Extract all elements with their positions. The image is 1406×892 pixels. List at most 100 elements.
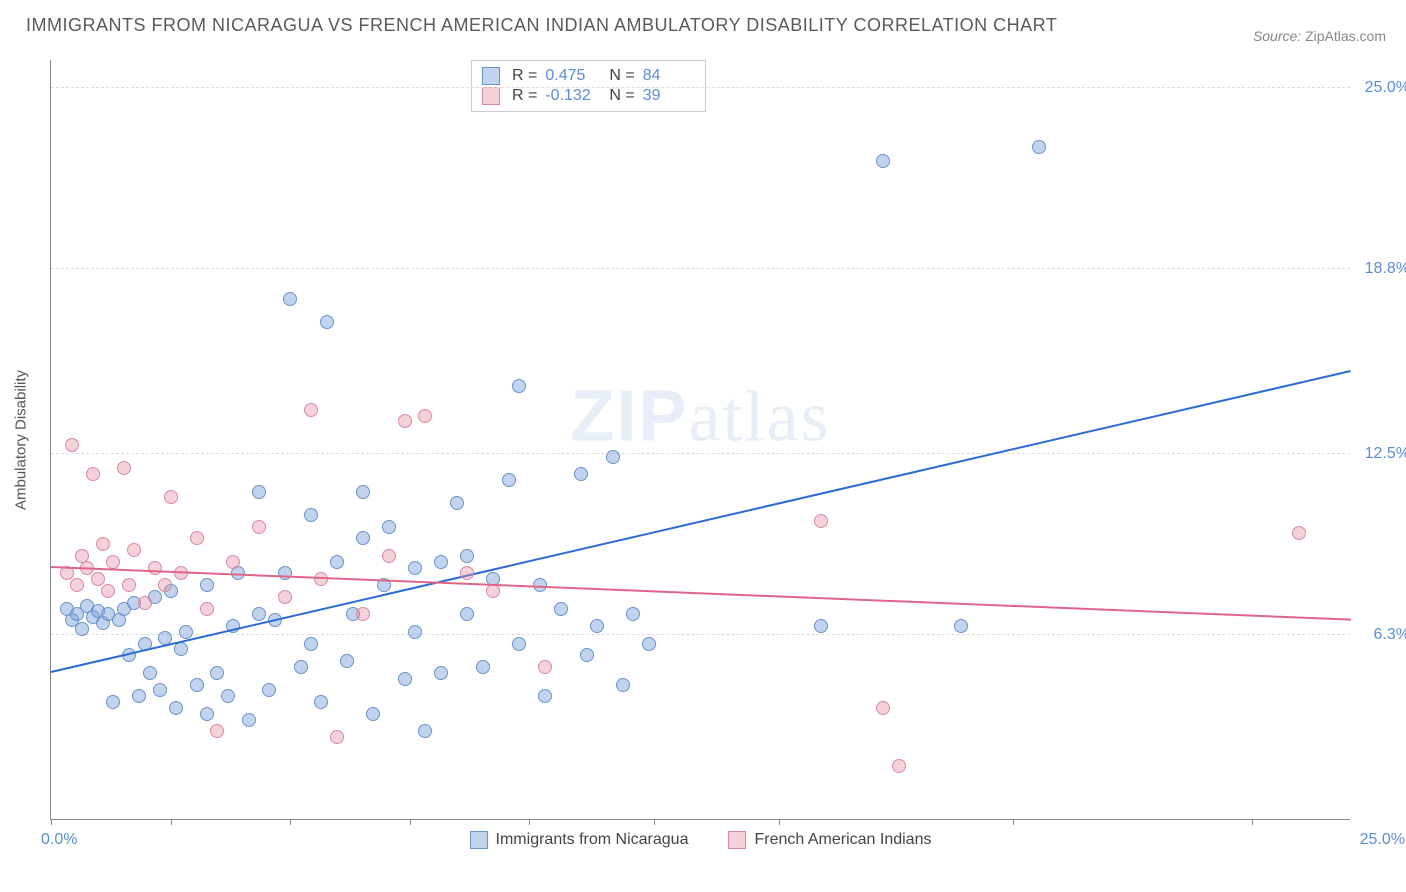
gridline: [51, 634, 1350, 635]
scatter-point: [382, 520, 396, 534]
scatter-point: [398, 672, 412, 686]
scatter-point: [502, 473, 516, 487]
chart-title: IMMIGRANTS FROM NICARAGUA VS FRENCH AMER…: [26, 15, 1057, 36]
scatter-point: [164, 490, 178, 504]
scatter-point: [356, 531, 370, 545]
scatter-point: [642, 637, 656, 651]
scatter-point: [190, 678, 204, 692]
scatter-point: [210, 666, 224, 680]
scatter-point: [174, 642, 188, 656]
stat-r-value-1: 0.475: [545, 67, 597, 85]
scatter-point: [283, 292, 297, 306]
scatter-point: [606, 450, 620, 464]
scatter-point: [200, 578, 214, 592]
correlation-stats-box: R = 0.475 N = 84 R = -0.132 N = 39: [471, 60, 706, 112]
scatter-point: [179, 625, 193, 639]
scatter-point: [278, 566, 292, 580]
scatter-point: [814, 619, 828, 633]
scatter-point: [304, 508, 318, 522]
scatter-point: [138, 596, 152, 610]
stats-row-series1: R = 0.475 N = 84: [482, 67, 695, 85]
source-value: ZipAtlas.com: [1305, 28, 1386, 44]
scatter-point: [398, 414, 412, 428]
scatter-point: [512, 637, 526, 651]
y-tick-label: 25.0%: [1355, 79, 1406, 97]
scatter-point: [226, 555, 240, 569]
trend-line: [51, 566, 1351, 621]
scatter-point: [356, 485, 370, 499]
stat-n-label: N =: [609, 87, 634, 105]
source-label: Source:: [1253, 28, 1301, 44]
scatter-point: [91, 572, 105, 586]
scatter-point: [132, 689, 146, 703]
scatter-point: [190, 531, 204, 545]
y-tick-label: 6.3%: [1355, 626, 1406, 644]
scatter-point: [366, 707, 380, 721]
scatter-point: [876, 701, 890, 715]
stat-r-value-2: -0.132: [545, 87, 597, 105]
scatter-point: [460, 566, 474, 580]
trend-line: [51, 370, 1351, 673]
scatter-point: [221, 689, 235, 703]
gridline: [51, 268, 1350, 269]
watermark-text: ZIPatlas: [571, 375, 831, 458]
scatter-point: [65, 438, 79, 452]
scatter-point: [314, 695, 328, 709]
scatter-point: [580, 648, 594, 662]
scatter-point: [106, 695, 120, 709]
scatter-point: [460, 549, 474, 563]
scatter-point: [314, 572, 328, 586]
scatter-point: [242, 713, 256, 727]
scatter-point: [330, 555, 344, 569]
scatter-point: [169, 701, 183, 715]
legend-swatch-1: [470, 831, 488, 849]
scatter-point: [158, 578, 172, 592]
scatter-point: [86, 467, 100, 481]
stat-n-value-2: 39: [643, 87, 695, 105]
scatter-point: [262, 683, 276, 697]
scatter-point: [538, 660, 552, 674]
scatter-point: [382, 549, 396, 563]
legend-label-2: French American Indians: [754, 831, 931, 849]
scatter-point: [294, 660, 308, 674]
source-attribution: Source: ZipAtlas.com: [1253, 28, 1386, 44]
scatter-point: [538, 689, 552, 703]
scatter-point: [252, 520, 266, 534]
x-tick: [529, 819, 530, 825]
scatter-point: [96, 537, 110, 551]
scatter-point: [814, 514, 828, 528]
y-axis-label: Ambulatory Disability: [13, 369, 30, 509]
scatter-point: [876, 154, 890, 168]
scatter-point: [434, 666, 448, 680]
swatch-series1: [482, 67, 500, 85]
x-axis-min-label: 0.0%: [41, 831, 77, 849]
scatter-point: [616, 678, 630, 692]
legend-swatch-2: [728, 831, 746, 849]
bottom-legend: Immigrants from Nicaragua French America…: [470, 831, 932, 849]
legend-item-1: Immigrants from Nicaragua: [470, 831, 689, 849]
legend-item-2: French American Indians: [728, 831, 931, 849]
scatter-point: [476, 660, 490, 674]
x-tick: [51, 819, 52, 825]
x-tick: [290, 819, 291, 825]
x-tick: [1252, 819, 1253, 825]
x-axis-max-label: 25.0%: [1360, 831, 1405, 849]
scatter-point: [252, 607, 266, 621]
scatter-point: [304, 403, 318, 417]
stat-n-value-1: 84: [643, 67, 695, 85]
scatter-point: [304, 637, 318, 651]
scatter-point: [75, 622, 89, 636]
scatter-point: [320, 315, 334, 329]
legend-label-1: Immigrants from Nicaragua: [496, 831, 689, 849]
scatter-point: [106, 555, 120, 569]
scatter-point: [340, 654, 354, 668]
chart-plot-area: ZIPatlas Ambulatory Disability 0.0% 25.0…: [50, 60, 1350, 820]
scatter-point: [143, 666, 157, 680]
y-tick-label: 12.5%: [1355, 445, 1406, 463]
scatter-point: [117, 461, 131, 475]
scatter-point: [1032, 140, 1046, 154]
swatch-series2: [482, 87, 500, 105]
scatter-point: [148, 561, 162, 575]
scatter-point: [590, 619, 604, 633]
stat-r-label: R =: [512, 87, 537, 105]
